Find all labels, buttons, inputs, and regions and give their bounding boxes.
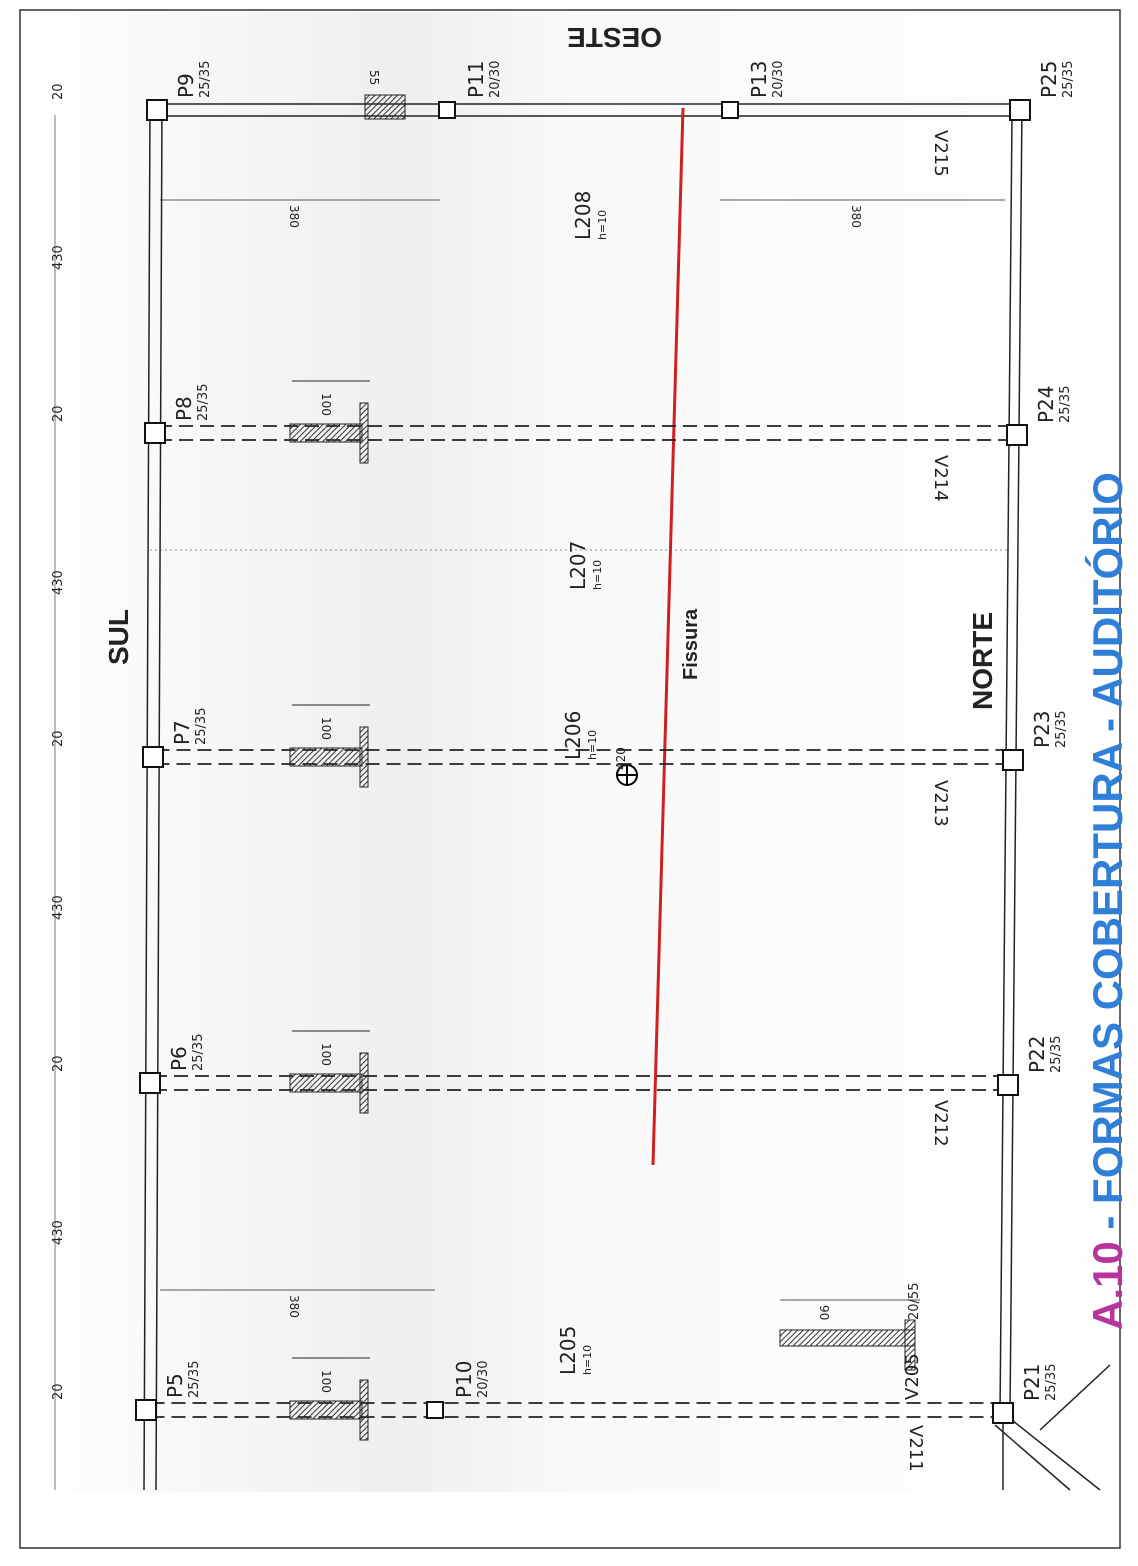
slab-thickness: h=10 [586, 730, 599, 760]
pillar [143, 747, 163, 767]
width-dimension: 20 [51, 1055, 66, 1072]
slab-thickness: h=10 [596, 210, 609, 240]
pillar [136, 1400, 156, 1420]
pillar-size: 20/30 [476, 1361, 491, 1398]
span-dimension: 430 [51, 570, 66, 595]
span-dimension: 430 [51, 1220, 66, 1245]
slab-label: L205 [556, 1326, 580, 1375]
pillar [145, 423, 165, 443]
slab-label: L206 [561, 711, 585, 760]
t-section-dimension: 100 [319, 1043, 333, 1066]
crack-label: Fissura [680, 608, 702, 680]
pillar-label: P13 [747, 60, 771, 98]
pillar-size: 25/35 [196, 384, 211, 421]
dimension: 380 [287, 205, 301, 228]
pillar [998, 1075, 1018, 1095]
dimension: 55 [367, 70, 381, 85]
pillar [993, 1403, 1013, 1423]
beam-label: V215 [930, 130, 951, 177]
sheet-title: A.10 - FORMAS COBERTURA - AUDITÓRIO [1083, 472, 1131, 1330]
west-label: OESTE [567, 22, 662, 53]
beam-label: V213 [930, 780, 951, 827]
pillar-label: P9 [174, 73, 198, 98]
pillar-label: P10 [452, 1360, 476, 1398]
t-section-flange [290, 748, 362, 766]
pillar-label: P21 [1020, 1363, 1044, 1401]
pillar-size: 25/35 [198, 61, 213, 98]
pillar [722, 102, 738, 118]
beam-size: 20/55 [907, 1283, 922, 1320]
north-label: NORTE [967, 612, 998, 710]
pillar [439, 102, 455, 118]
span-dimension: 430 [51, 895, 66, 920]
pillar-size: 20/30 [771, 61, 786, 98]
t-section-lower [780, 1330, 915, 1346]
width-dimension: 20 [51, 730, 66, 747]
slab-label: L208 [571, 191, 595, 240]
title-code: A.10 [1084, 1241, 1131, 1330]
pillar-label: P5 [163, 1373, 187, 1398]
drawing-sheet: 100100100100P925/35P825/35P725/35P625/35… [0, 0, 1138, 1566]
t-section-flange [290, 1074, 362, 1092]
pillar [140, 1073, 160, 1093]
pillar-label: P23 [1030, 710, 1054, 748]
beam-label: V211 [905, 1425, 926, 1472]
t-section-web [360, 727, 368, 787]
slab-thickness: h=10 [581, 1345, 594, 1375]
dimension: 380 [287, 1295, 301, 1318]
pillar-label: P6 [167, 1046, 191, 1071]
pillar-size: 25/35 [194, 708, 209, 745]
t-section-web [360, 1053, 368, 1113]
t-section-web [360, 1380, 368, 1440]
title-text: - FORMAS COBERTURA - AUDITÓRIO [1083, 472, 1131, 1241]
pillar-label: P25 [1037, 60, 1061, 98]
dimension: 380 [849, 205, 863, 228]
pillar-label: P8 [172, 396, 196, 421]
pillar-label: P7 [170, 720, 194, 745]
span-dimension: 430 [51, 245, 66, 270]
beam-label: V205 [902, 1353, 923, 1400]
slab-thickness: h=10 [591, 560, 604, 590]
t-section-flange [290, 1401, 362, 1419]
t-section-dimension: 100 [319, 717, 333, 740]
pillar-label: P24 [1034, 385, 1058, 423]
width-dimension: 20 [51, 83, 66, 100]
width-dimension: 20 [51, 1383, 66, 1400]
south-label: SUL [103, 609, 134, 665]
t-section-top [365, 95, 405, 119]
pillar-size: 25/35 [1058, 386, 1073, 423]
dimension: 90 [817, 1305, 831, 1320]
t-section-flange [290, 424, 362, 442]
t-section-dimension: 100 [319, 1370, 333, 1393]
pillar-size: 20/30 [488, 61, 503, 98]
pillar [427, 1402, 443, 1418]
beam-label: V212 [930, 1100, 951, 1147]
pillar [1007, 425, 1027, 445]
pillar-size: 25/35 [187, 1361, 202, 1398]
beam-label: V214 [930, 455, 951, 502]
slab-label: L207 [566, 541, 590, 590]
pillar [1003, 750, 1023, 770]
pillar [1010, 100, 1030, 120]
pillar-size: 25/35 [1061, 61, 1076, 98]
dimension: 420 [614, 747, 628, 770]
pillar-size: 25/35 [1044, 1364, 1059, 1401]
pillar-size: 25/35 [1054, 711, 1069, 748]
t-section-web [360, 403, 368, 463]
pillar-size: 25/35 [1049, 1036, 1064, 1073]
pillar-size: 25/35 [191, 1034, 206, 1071]
pillar-label: P22 [1025, 1035, 1049, 1073]
width-dimension: 20 [51, 405, 66, 422]
pillar [147, 100, 167, 120]
pillar-label: P11 [464, 60, 488, 98]
t-section-dimension: 100 [319, 393, 333, 416]
